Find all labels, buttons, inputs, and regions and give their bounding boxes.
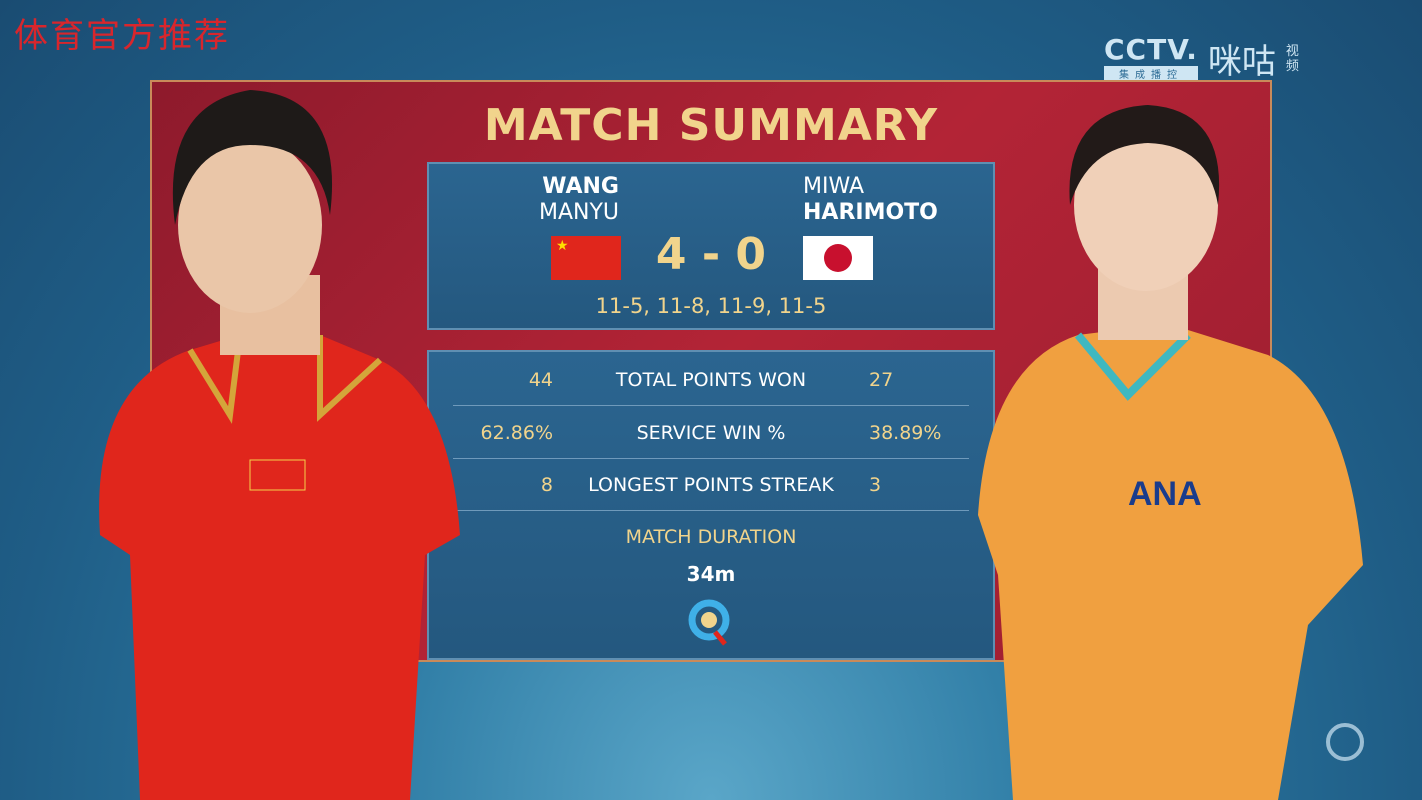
migu-sub: 视频 [1285,43,1299,74]
event-logo-icon [688,599,730,646]
stat-p1: 44 [528,368,553,391]
page-title: MATCH SUMMARY [483,100,939,151]
stats-box: 44 TOTAL POINTS WON 27 62.86% SERVICE WI… [427,350,995,660]
player2-name: MIWA HARIMOTO [803,174,938,226]
player1-last: MANYU [538,200,619,225]
player1-first: WANG [542,174,619,199]
stat-p2: 3 [869,473,882,496]
stat-p2: 38.89% [869,421,942,444]
score-box: WANG MANYU 4 - 0 MIWA HARIMOTO 11-5, 11-… [427,162,995,330]
duration-label: MATCH DURATION [625,526,797,548]
match-score: 4 - 0 [655,229,767,280]
stat-row: 62.86% SERVICE WIN % 38.89% [453,407,969,459]
duration-value: 34m [686,562,736,586]
player1-photo [99,90,460,800]
stat-label: LONGEST POINTS STREAK [588,473,834,496]
svg-text:ANA: ANA [1128,475,1202,513]
stat-p1: 8 [540,473,553,496]
japan-flag-icon [803,236,873,280]
stat-p2: 27 [869,368,894,391]
china-flag-icon [551,236,621,280]
migu-logo: 咪咕 [1207,42,1276,82]
game-scores: 11-5, 11-8, 11-9, 11-5 [595,294,827,318]
watermark: 体育官方推荐 [14,16,230,56]
player1-name: WANG MANYU [539,174,619,226]
broadcaster-logo: CCTV. 集成播控 咪咕 视频 [1104,34,1302,83]
stat-label: TOTAL POINTS WON [615,368,807,391]
stat-row: 44 TOTAL POINTS WON 27 [453,354,969,406]
player2-first: MIWA [803,174,865,199]
cctv-sub: 集成播控 [1104,66,1198,81]
stat-row: 8 LONGEST POINTS STREAK 3 [453,459,969,511]
player2-last: HARIMOTO [803,200,938,225]
stat-p1: 62.86% [480,421,553,444]
player2-photo: ANA [978,105,1363,800]
event-watermark-icon [1326,723,1364,761]
stat-label: SERVICE WIN % [636,421,786,444]
cctv-logo: CCTV. [1104,33,1198,66]
